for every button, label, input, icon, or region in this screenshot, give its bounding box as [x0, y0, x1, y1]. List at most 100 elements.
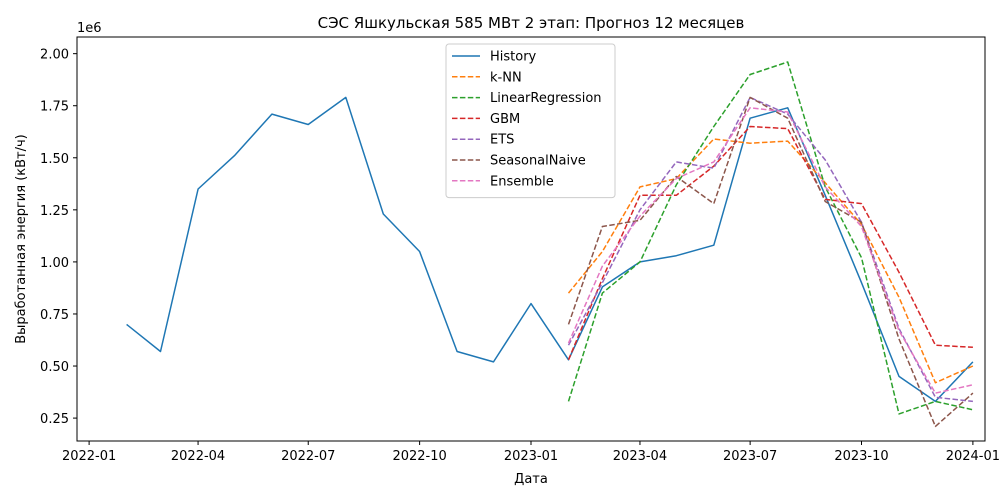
- data-point-seasonalnaive: [861, 222, 863, 224]
- y-tick-label: 1.50: [40, 152, 69, 167]
- data-point-history: [493, 361, 495, 363]
- data-point-linearregression: [972, 409, 974, 411]
- y-multiplier-label: 1e6: [77, 21, 102, 36]
- data-point-linearregression: [861, 257, 863, 259]
- data-point-ets: [935, 397, 937, 399]
- legend: History k-NN LinearRegression GBM ETS Seasona…: [445, 43, 616, 199]
- data-point-seasonalnaive: [935, 426, 937, 428]
- data-point-ets: [639, 209, 641, 211]
- data-point-ensemble: [861, 226, 863, 228]
- data-point-history: [234, 155, 236, 157]
- y-tick-label: 0.50: [40, 360, 69, 375]
- legend-item: LinearRegression: [452, 91, 602, 106]
- data-point-history: [972, 361, 974, 363]
- data-point-ets: [568, 344, 570, 346]
- data-point-linearregression: [568, 401, 570, 403]
- series-line-k-nn: [567, 138, 974, 384]
- data-point-linearregression: [676, 184, 678, 186]
- legend-item: ETS: [452, 133, 514, 148]
- data-point-gbm: [639, 195, 641, 197]
- data-point-history: [345, 97, 347, 99]
- y-tick-label: 1.00: [40, 256, 69, 271]
- data-point-history: [530, 303, 532, 305]
- data-point-gbm: [972, 347, 974, 349]
- data-point-ensemble: [639, 215, 641, 217]
- data-point-history: [197, 188, 199, 190]
- legend-label: LinearRegression: [490, 91, 602, 106]
- data-point-history: [307, 124, 309, 126]
- x-tick-label: 2024-01: [946, 449, 1000, 464]
- data-point-ensemble: [787, 111, 789, 113]
- legend-item: GBM: [452, 112, 520, 127]
- data-point-k-nn: [713, 138, 715, 140]
- data-point-seasonalnaive: [676, 176, 678, 178]
- x-tick-label: 2022-01: [62, 449, 116, 464]
- data-point-history: [456, 351, 458, 353]
- data-point-ets: [824, 159, 826, 161]
- data-point-linearregression: [787, 61, 789, 63]
- x-tick-label: 2023-01: [504, 449, 558, 464]
- data-point-ensemble: [898, 330, 900, 332]
- x-tick-label: 2022-04: [171, 449, 225, 464]
- data-point-gbm: [935, 344, 937, 346]
- x-tick-label: 2023-07: [723, 449, 777, 464]
- x-tick-label: 2022-10: [392, 449, 446, 464]
- data-point-seasonalnaive: [824, 201, 826, 203]
- plot-area: [126, 61, 974, 428]
- data-point-history: [160, 351, 162, 353]
- data-point-k-nn: [935, 382, 937, 384]
- legend-label: k-NN: [490, 70, 522, 85]
- y-tick-label: 0.25: [40, 412, 69, 427]
- legend-label: Ensemble: [490, 174, 554, 189]
- y-tick-label: 0.75: [40, 308, 69, 323]
- data-point-gbm: [602, 278, 604, 280]
- data-point-seasonalnaive: [639, 220, 641, 222]
- data-point-history: [271, 113, 273, 115]
- data-point-ets: [602, 282, 604, 284]
- data-point-k-nn: [639, 186, 641, 188]
- series-seasonalnaive: [567, 96, 974, 428]
- series-ensemble: [567, 107, 974, 394]
- legend-item: SeasonalNaive: [452, 154, 586, 169]
- y-tick-label: 1.75: [40, 100, 69, 115]
- data-point-history: [787, 107, 789, 109]
- data-point-seasonalnaive: [749, 97, 751, 99]
- data-point-seasonalnaive: [602, 226, 604, 228]
- series-linearregression: [567, 61, 974, 415]
- series-gbm: [567, 125, 974, 361]
- data-point-ets: [713, 167, 715, 169]
- data-point-ensemble: [602, 265, 604, 267]
- data-point-gbm: [861, 203, 863, 205]
- legend-box: [445, 43, 616, 199]
- series-line-ets: [567, 96, 973, 403]
- legend-item: History: [452, 50, 537, 65]
- data-point-k-nn: [602, 251, 604, 253]
- legend-label: GBM: [490, 112, 520, 127]
- y-axis: 0.25 0.50 0.75 1.00 1.25 1.50 1.75 2.00: [40, 48, 77, 427]
- series-line-seasonalnaive: [567, 96, 974, 428]
- data-point-history: [419, 251, 421, 253]
- y-axis-label: Выработанная энергия (кВт/ч): [14, 134, 29, 344]
- data-point-ensemble: [824, 186, 826, 188]
- data-point-k-nn: [898, 297, 900, 299]
- legend-label: SeasonalNaive: [490, 154, 586, 169]
- data-point-ensemble: [676, 178, 678, 180]
- data-point-linearregression: [749, 74, 751, 76]
- data-point-gbm: [676, 195, 678, 197]
- data-point-ets: [972, 401, 974, 403]
- x-tick-label: 2023-04: [613, 449, 667, 464]
- series-k-nn: [567, 138, 974, 384]
- series-line-ensemble: [567, 107, 974, 394]
- data-point-history: [713, 244, 715, 246]
- series-line-linearregression: [567, 61, 974, 415]
- data-point-k-nn: [972, 365, 974, 367]
- data-point-gbm: [749, 126, 751, 128]
- data-point-gbm: [568, 359, 570, 361]
- x-tick-label: 2022-07: [281, 449, 335, 464]
- data-point-ensemble: [568, 342, 570, 344]
- data-point-seasonalnaive: [568, 324, 570, 326]
- series-line-history: [126, 96, 974, 403]
- data-point-linearregression: [602, 292, 604, 294]
- data-point-seasonalnaive: [898, 338, 900, 340]
